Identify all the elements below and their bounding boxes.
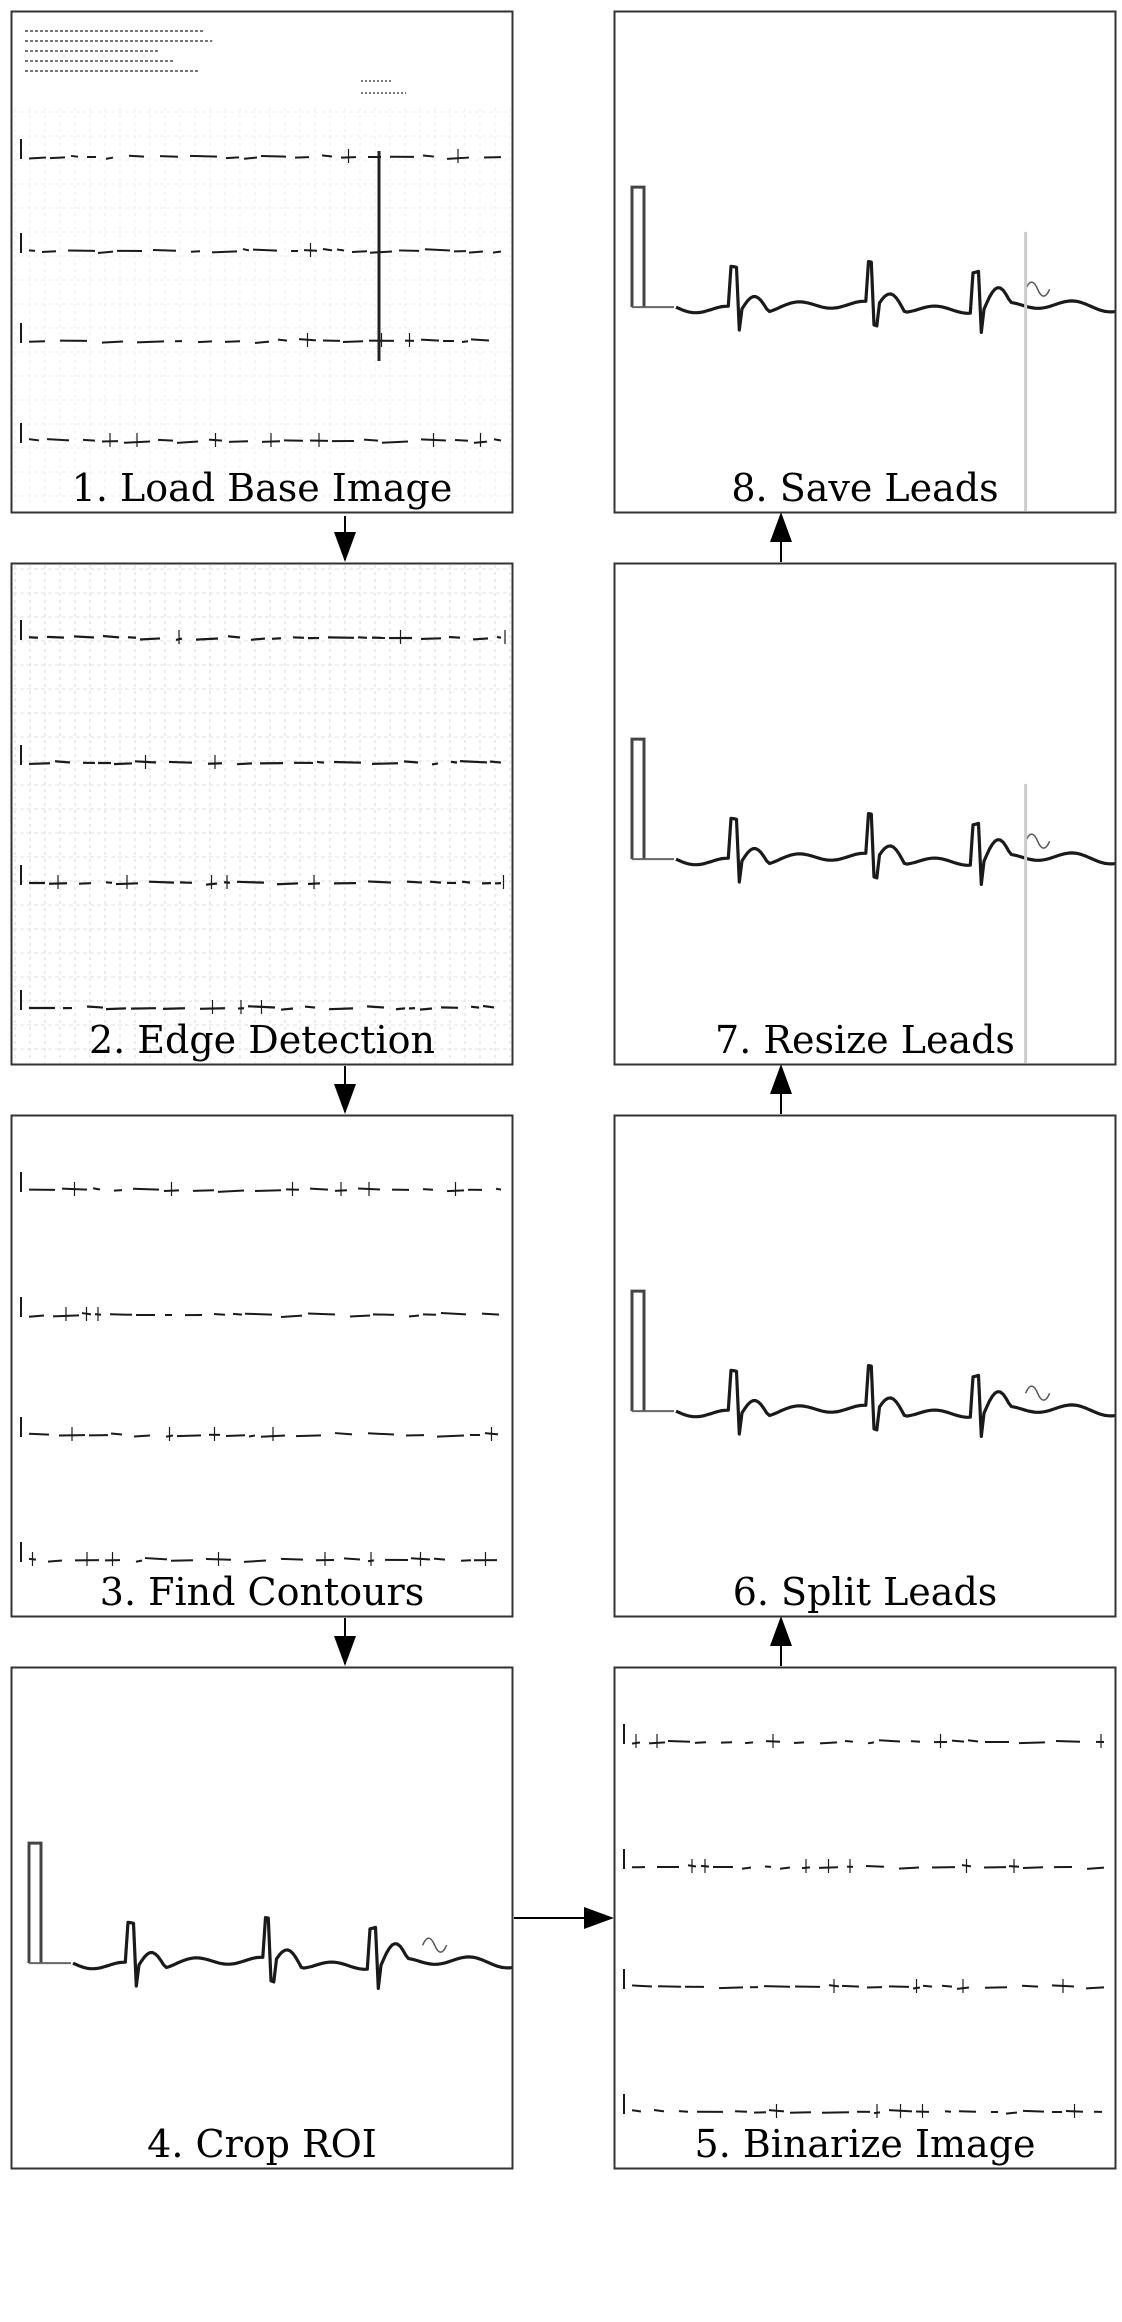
arrow-4-to-5-head <box>584 1907 614 1929</box>
ecg-trace-row <box>20 1542 498 1566</box>
pipeline-step-panel: 3. Find Contours <box>10 1114 514 1618</box>
arrow-5-to-6-head <box>770 1616 792 1646</box>
ecg-lead-waveform <box>27 1841 513 1991</box>
flow-arrows <box>334 512 792 1929</box>
ecg-trace-row <box>623 1849 1105 1873</box>
ecg-full-page-thumbnail <box>13 30 511 506</box>
arrow-6-to-7-head <box>770 1064 792 1094</box>
step-thumbnail <box>614 563 1116 1065</box>
step-label: 7. Resize Leads <box>715 1018 1015 1062</box>
arrow-3-to-4-head <box>334 1636 356 1666</box>
ecg-trace-row <box>20 620 506 644</box>
step-label: 2. Edge Detection <box>89 1018 435 1062</box>
pipeline-step-panel: 7. Resize Leads <box>613 562 1117 1066</box>
ecg-trace-row <box>20 990 495 1014</box>
pipeline-step-panel: 4. Crop ROI <box>10 1666 514 2170</box>
ecg-lead-waveform <box>630 1289 1116 1439</box>
pipeline-step-panel: 5. Binarize Image <box>613 1666 1117 2170</box>
step-thumbnail <box>11 563 513 1065</box>
panel-border <box>613 562 1117 1066</box>
ecg-trace-row <box>20 233 502 257</box>
step-label: 1. Load Base Image <box>72 466 453 510</box>
panel-border <box>613 1114 1117 1618</box>
pipeline-step-panel: 6. Split Leads <box>613 1114 1117 1618</box>
ecg-trace-row <box>20 865 505 889</box>
step-label: 5. Binarize Image <box>695 2122 1036 2166</box>
step-thumbnail <box>11 1115 513 1617</box>
panel-border <box>10 562 514 1066</box>
step-thumbnail <box>11 1667 513 2169</box>
step-thumbnail <box>614 1115 1116 1617</box>
ecg-trace-row <box>20 1172 502 1196</box>
ecg-trace-row <box>20 139 502 163</box>
arrow-7-to-8-head <box>770 512 792 542</box>
ecg-grid <box>13 565 511 1063</box>
arrow-1-to-2-head <box>334 532 356 562</box>
pipeline-step-panel: 8. Save Leads <box>613 10 1117 514</box>
ecg-trace-row <box>20 423 502 447</box>
step-thumbnail <box>614 11 1116 513</box>
arrow-2-to-3-head <box>334 1084 356 1114</box>
step-label: 6. Split Leads <box>733 1570 998 1614</box>
panel-border <box>10 1666 514 2170</box>
panel-border <box>10 10 514 514</box>
ecg-trace-row <box>623 1724 1105 1748</box>
step-thumbnail <box>11 11 513 513</box>
step-label: 3. Find Contours <box>100 1570 424 1614</box>
pipeline-step-panel: 2. Edge Detection <box>10 562 514 1066</box>
ecg-trace-row <box>20 1297 500 1321</box>
ecg-trace-row <box>20 745 502 769</box>
ecg-trace-row <box>20 1417 499 1441</box>
pipeline-step-panel: 1. Load Base Image <box>10 10 514 514</box>
ecg-lead-waveform <box>630 185 1116 511</box>
panel-border <box>613 10 1117 514</box>
ecg-trace-row <box>20 323 490 347</box>
ecg-trace-row <box>623 1969 1105 1993</box>
step-label: 8. Save Leads <box>731 466 998 510</box>
panel-border <box>10 1114 514 1618</box>
ecg-lead-waveform <box>630 737 1116 1063</box>
ecg-trace-row <box>623 2094 1103 2118</box>
step-label: 4. Crop ROI <box>147 2122 377 2166</box>
panel-border <box>613 1666 1117 2170</box>
step-thumbnail <box>614 1667 1116 2169</box>
